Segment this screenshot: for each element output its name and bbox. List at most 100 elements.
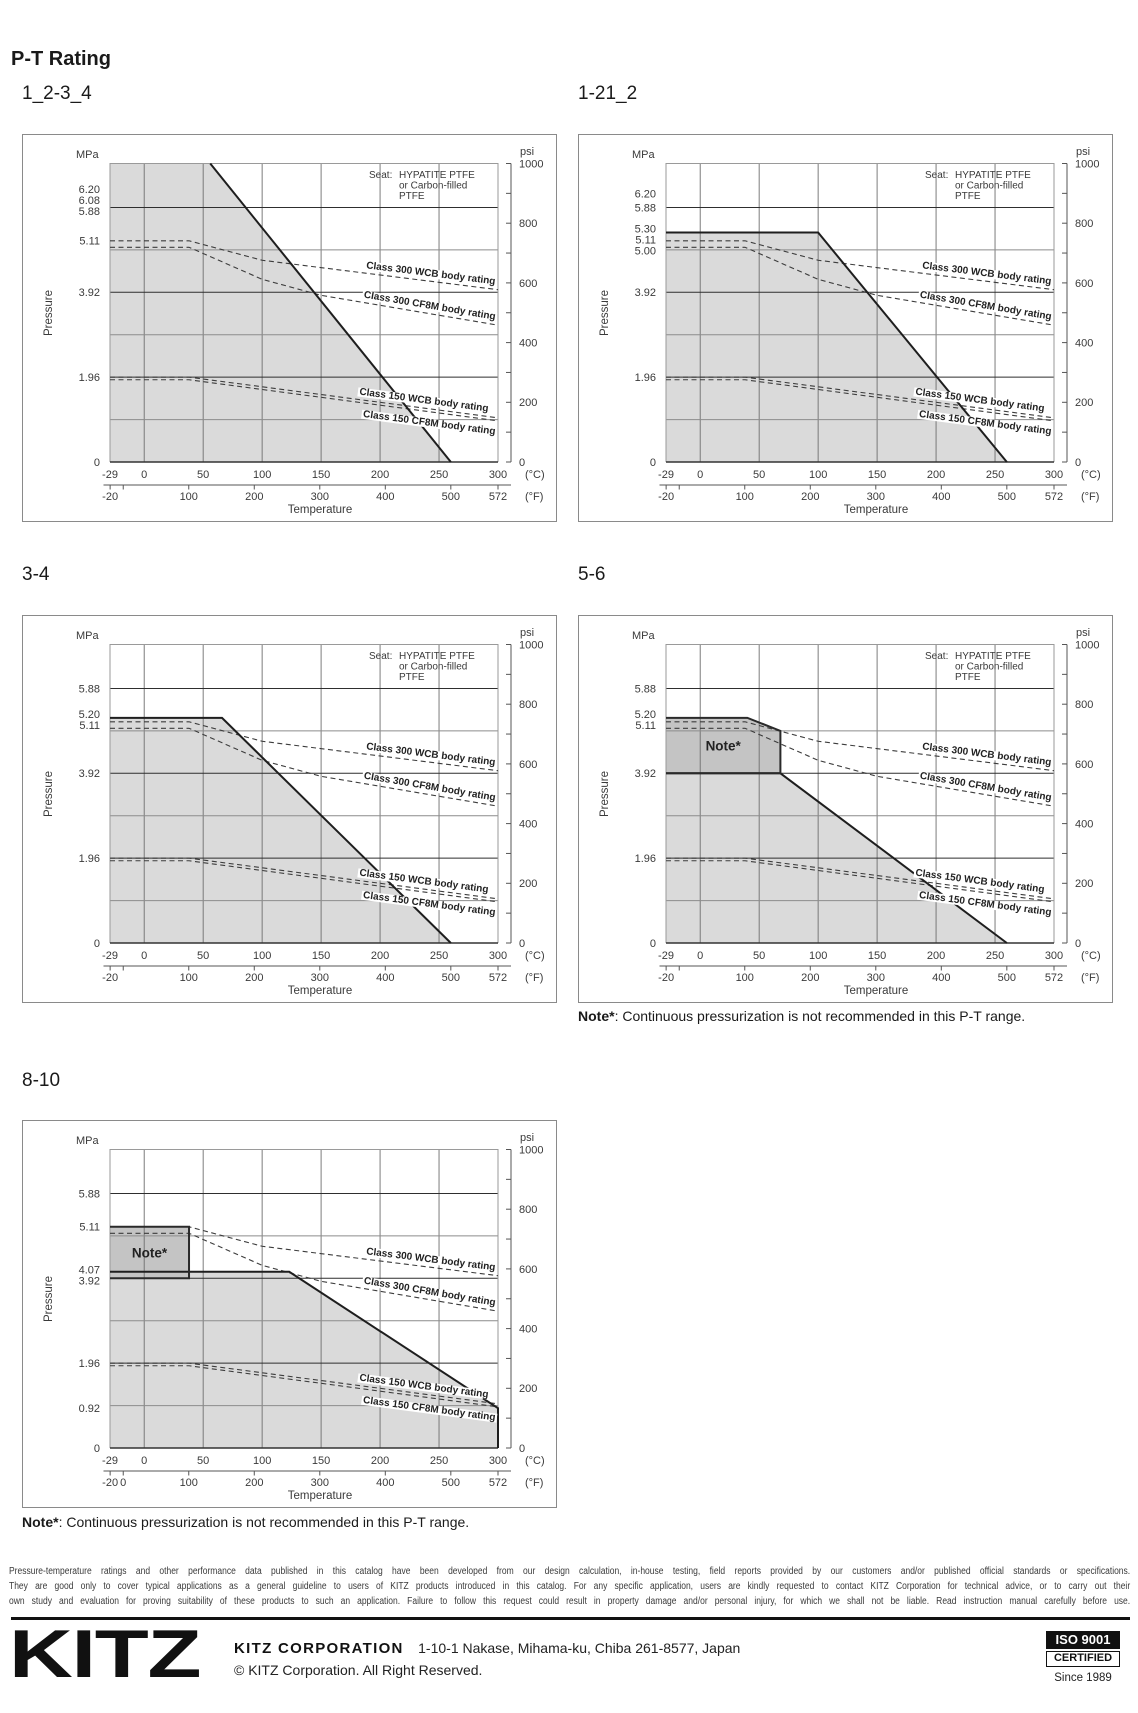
x-tick-label: 200 — [926, 950, 944, 962]
seat-material-text: PTFE — [955, 191, 981, 202]
note-footnote-text: : Continuous pressurization is not recom… — [614, 1008, 1026, 1024]
psi-tick-label: 1000 — [1075, 158, 1099, 170]
psi-tick-label: 600 — [519, 1263, 537, 1275]
psi-tick-label: 200 — [1075, 397, 1093, 409]
body-rating-label-background — [360, 890, 497, 918]
y-tick-label: 3.92 — [78, 768, 99, 780]
x-tick-label: 0 — [141, 950, 147, 962]
body-rating-line — [665, 246, 1054, 326]
body-rating-line — [109, 1364, 498, 1407]
x2-tick-label: 0 — [120, 1477, 126, 1489]
note-footnote: Note*: Continuous pressurization is not … — [578, 1007, 1025, 1025]
x-tick-label: 200 — [926, 469, 944, 481]
body-rating-label-background — [361, 289, 498, 322]
x-tick-label: -29 — [658, 950, 674, 962]
x2-tick-label: 100 — [179, 1477, 197, 1489]
psi-tick-label: 1000 — [519, 639, 543, 651]
x-axis-title: Temperature — [287, 1490, 352, 1502]
body-rating-label-background — [916, 409, 1053, 437]
y-unit-mpa: MPa — [632, 149, 656, 161]
pt-rating-chart: Seat: HYPATITE PTFE or Carbon-filled PTFE Cl… — [22, 134, 557, 522]
y-tick-label: 0 — [93, 1442, 99, 1454]
y-tick-label: 3.92 — [634, 287, 655, 299]
body-rating-line — [665, 720, 1054, 771]
body-rating-label-background — [356, 386, 490, 414]
x2-tick-label: 572 — [488, 491, 506, 503]
y-tick-label: 0.92 — [78, 1403, 99, 1415]
y-tick-label: 5.88 — [78, 205, 99, 217]
y-axis-title: Pressure — [43, 289, 55, 335]
x-tick-label: 150 — [311, 469, 329, 481]
x2-tick-label: 400 — [376, 972, 394, 984]
x-tick-label: 100 — [252, 1455, 270, 1467]
body-rating-line — [109, 246, 498, 326]
body-rating-label-background — [919, 741, 1053, 767]
y-tick-label: 3.92 — [78, 1275, 99, 1287]
x-unit-celsius: (°C) — [525, 1455, 545, 1467]
x-unit-fahrenheit: (°F) — [1081, 491, 1099, 503]
body-rating-line — [665, 727, 1054, 807]
x-tick-label: 150 — [867, 469, 885, 481]
y-tick-label: 0 — [93, 456, 99, 468]
psi-tick-label: 800 — [519, 699, 537, 711]
psi-tick-label: 400 — [519, 1323, 537, 1335]
x2-tick-label: 572 — [488, 1477, 506, 1489]
y-axis-title: Pressure — [599, 289, 611, 335]
y-tick-label: 5.88 — [634, 202, 655, 214]
y-axis-title: Pressure — [43, 770, 55, 816]
x-tick-label: 0 — [141, 469, 147, 481]
body-rating-line — [109, 720, 498, 771]
seat-material-text: PTFE — [399, 672, 425, 683]
x-tick-label: 50 — [753, 469, 765, 481]
body-rating-label-background — [917, 289, 1054, 322]
x-tick-label: 0 — [697, 469, 703, 481]
body-rating-label-background — [356, 1372, 490, 1400]
x-tick-label: 150 — [867, 950, 885, 962]
psi-tick-label: 200 — [519, 878, 537, 890]
x-tick-label: 250 — [985, 950, 1003, 962]
chart-title: 8-10 — [22, 1070, 61, 1091]
psi-tick-label: 0 — [1075, 937, 1081, 949]
body-rating-label-background — [912, 867, 1046, 895]
seat-rating-area — [665, 232, 1007, 462]
x-tick-label: 50 — [753, 950, 765, 962]
body-rating-label-background — [361, 1275, 498, 1308]
x-tick-label: -29 — [102, 950, 118, 962]
y-tick-label: 5.20 — [78, 709, 99, 721]
x-tick-label: -29 — [102, 469, 118, 481]
x-tick-label: 200 — [370, 1455, 388, 1467]
body-rating-label-background — [360, 1395, 497, 1423]
x-tick-label: 150 — [311, 950, 329, 962]
seat-material-text: or Carbon-filled — [955, 661, 1023, 672]
x2-tick-label: 572 — [1044, 972, 1062, 984]
psi-tick-label: 400 — [1075, 337, 1093, 349]
x-tick-label: -29 — [102, 1455, 118, 1467]
plot-border — [109, 1148, 498, 1448]
body-rating-label-background — [363, 260, 497, 286]
body-rating-line — [109, 239, 498, 290]
x2-tick-label: 500 — [997, 972, 1015, 984]
psi-tick-label: 600 — [1075, 758, 1093, 770]
body-rating-label-background — [361, 770, 498, 803]
seat-material-text: HYPATITE PTFE — [955, 651, 1031, 662]
body-rating-label-text: Class 300 WCB body rating — [365, 1246, 495, 1273]
psi-tick-label: 200 — [1075, 878, 1093, 890]
body-rating-line — [109, 376, 498, 418]
x-tick-label: 50 — [197, 469, 209, 481]
body-rating-line — [109, 727, 498, 807]
seat-rating-line — [109, 1270, 499, 1448]
x2-tick-label: -20 — [658, 491, 674, 503]
body-rating-label: Class 300 WCB body rating — [919, 741, 1053, 768]
x2-tick-label: 100 — [735, 972, 753, 984]
x2-tick-label: 300 — [310, 1477, 328, 1489]
x2-tick-label: 500 — [441, 1477, 459, 1489]
x-unit-fahrenheit: (°F) — [525, 1477, 543, 1489]
page-title: P-T Rating — [11, 48, 111, 70]
y-unit-psi: psi — [520, 146, 534, 158]
x-tick-label: 300 — [1044, 950, 1062, 962]
body-rating-label-background — [919, 260, 1053, 286]
x-unit-celsius: (°C) — [525, 950, 545, 962]
plot-border — [665, 643, 1054, 943]
